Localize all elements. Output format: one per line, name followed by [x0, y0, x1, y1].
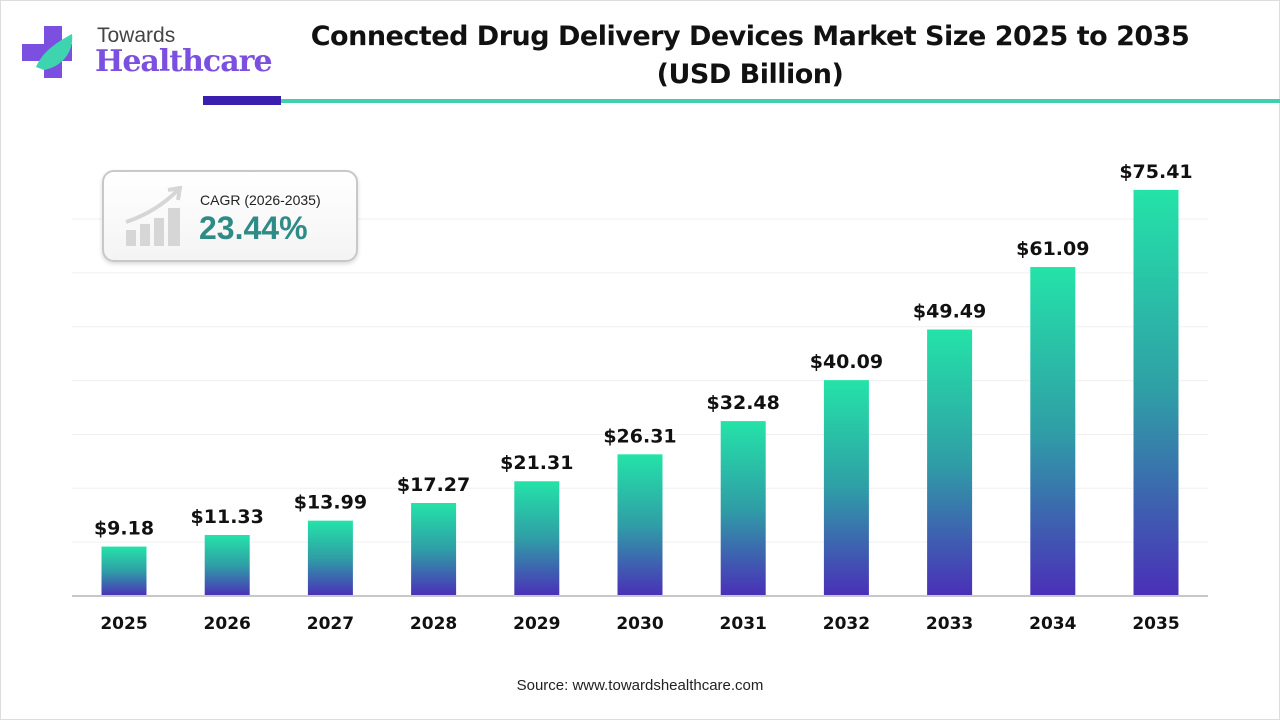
x-tick-label: 2030	[616, 614, 663, 634]
x-tick-label: 2034	[1029, 614, 1076, 634]
data-label: $21.31	[500, 452, 573, 474]
accent-bar-teal	[281, 99, 1280, 103]
bar-2031	[720, 421, 766, 596]
title-line-1: Connected Drug Delivery Devices Market S…	[310, 21, 1190, 52]
x-tick-label: 2025	[100, 614, 147, 634]
data-label: $11.33	[191, 506, 264, 528]
cagr-box: CAGR (2026-2035) 23.44%	[102, 170, 358, 262]
data-label: $13.99	[294, 492, 367, 514]
bar-2027	[307, 520, 353, 596]
x-tick-label: 2033	[926, 614, 973, 634]
chart-title: Connected Drug Delivery Devices Market S…	[290, 18, 1210, 94]
title-line-2: (USD Billion)	[656, 59, 844, 90]
bar-2028	[411, 503, 457, 596]
data-label: $9.18	[94, 518, 154, 540]
bar-2032	[823, 380, 869, 596]
medical-cross-leaf-icon	[22, 26, 73, 78]
logo-healthcare: Healthcare	[95, 44, 273, 79]
bar-2034	[1030, 267, 1076, 596]
x-tick-label: 2027	[307, 614, 354, 634]
x-tick-label: 2029	[513, 614, 560, 634]
growth-chart-icon	[125, 186, 183, 246]
x-tick-label: 2035	[1132, 614, 1179, 634]
source-text: Source: www.towardshealthcare.com	[516, 677, 764, 694]
x-tick-label: 2026	[204, 614, 251, 634]
bar-2033	[927, 329, 973, 596]
bar-2026	[204, 534, 250, 596]
bar-2029	[514, 481, 560, 596]
accent-bar-dark	[203, 96, 281, 105]
data-label: $26.31	[603, 425, 676, 447]
x-tick-label: 2028	[410, 614, 457, 634]
x-tick-label: 2031	[720, 614, 767, 634]
cagr-value: 23.44%	[199, 210, 308, 246]
data-label: $40.09	[810, 351, 883, 373]
data-label: $75.41	[1119, 161, 1192, 183]
bar-2035	[1133, 189, 1179, 596]
bar-2025	[101, 546, 147, 596]
data-label: $32.48	[707, 392, 780, 414]
bar-2030	[617, 454, 663, 596]
data-label: $61.09	[1016, 238, 1089, 260]
logo: Towards Healthcare	[22, 22, 273, 82]
x-tick-label: 2032	[823, 614, 870, 634]
data-label: $49.49	[913, 300, 986, 322]
data-label: $17.27	[397, 474, 470, 496]
cagr-label: CAGR (2026-2035)	[200, 192, 321, 208]
logo-towards: Towards	[97, 24, 176, 47]
